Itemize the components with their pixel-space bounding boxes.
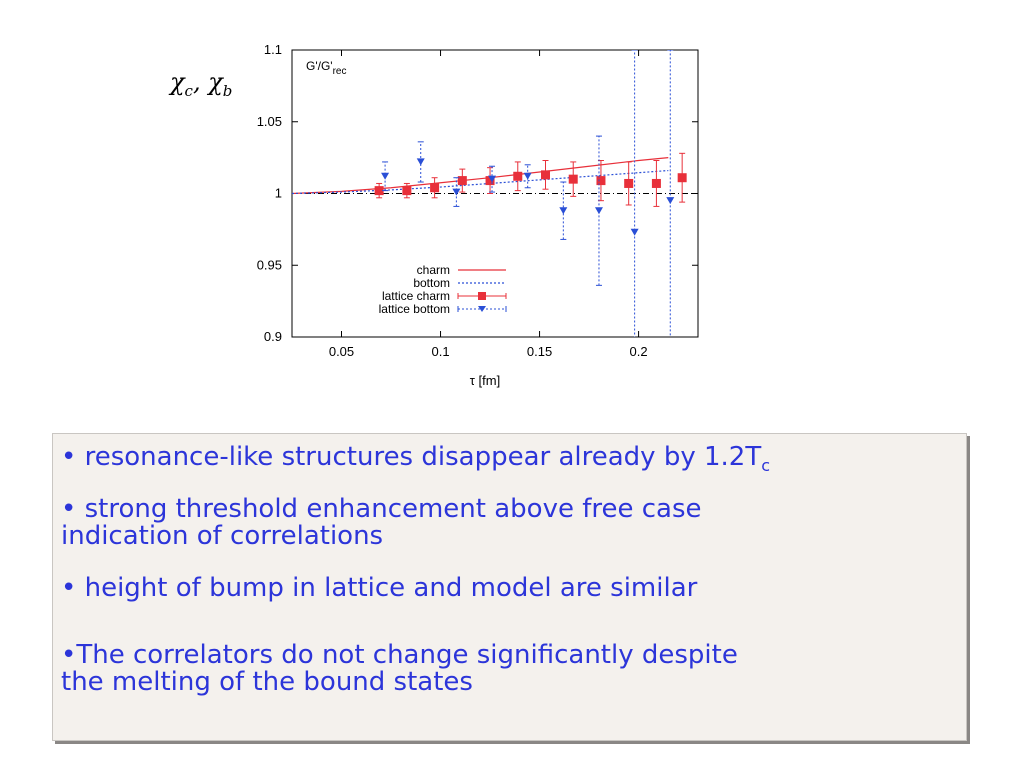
plot-annotation: G'/G'rec [306,59,347,77]
y-tick-label: 0.9 [264,329,282,344]
x-tick-label: 0.05 [329,344,354,359]
x-axis-label: τ [fm] [470,373,500,388]
data-point-lattice-charm [596,176,606,186]
data-point-lattice-charm [402,186,412,196]
plot-frame [291,49,699,338]
series-line-charm [292,157,669,195]
chart-plot: 0.05 0.1 0.15 0.2 0.9 0.95 1 1.05 1.1 τ [fm] G'/G'… [257,42,699,388]
legend-label-lattice-bottom: lattice bottom [379,302,450,316]
y-tick-label: 1 [275,186,282,201]
legend-marker-lattice-bottom [478,306,486,312]
y-tick-label: 1.05 [257,114,282,129]
data-point-lattice-charm [485,176,495,186]
note-melting: the melting of the bound states [61,667,473,697]
data-point-lattice-bottom [416,158,425,166]
notes-panel: • resonance-like structures disappear al… [52,433,967,741]
legend-label-lattice-charm: lattice charm [382,289,450,303]
note-resonance: • resonance-like structures disappear al… [61,442,771,476]
data-point-lattice-bottom [559,207,568,215]
x-tick-label: 0.2 [630,344,648,359]
note-correlators: •The correlators do not change significa… [61,640,738,670]
data-point-lattice-bottom [452,188,461,196]
chart-area: χc, χb 0.05 0.1 0.15 0.2 0.9 0.95 1 1.05 1.1 τ [f… [160,30,720,410]
y-axis-label: χc, χb [170,68,233,100]
x-tick-label: 0.15 [527,344,552,359]
y-tick-label: 1.1 [264,42,282,57]
legend-label-charm: charm [417,263,450,277]
plot-data-group [292,50,687,337]
note-bump-height: • height of bump in lattice and model ar… [61,573,698,603]
data-point-lattice-bottom [488,175,497,183]
data-point-lattice-charm [568,174,578,184]
legend-label-bottom: bottom [413,276,450,290]
data-point-lattice-charm [677,173,687,183]
y-tick-label: 0.95 [257,257,282,272]
data-point-lattice-charm [374,186,384,196]
legend-marker-lattice-charm [478,292,486,300]
data-point-lattice-bottom [381,172,390,180]
data-point-lattice-charm [651,178,661,188]
data-point-lattice-bottom [666,197,675,205]
series-line-bottom [292,169,669,195]
data-point-lattice-charm [541,170,551,180]
data-point-lattice-charm [457,176,467,186]
data-point-lattice-charm [513,171,523,181]
data-point-lattice-charm [430,183,440,193]
note-correlations: indication of correlations [61,521,384,551]
data-point-lattice-bottom [594,207,603,215]
x-tick-label: 0.1 [431,344,449,359]
note-threshold: • strong threshold enhancement above fre… [61,494,702,524]
data-point-lattice-bottom [630,228,639,236]
data-point-lattice-charm [624,178,634,188]
data-point-lattice-bottom [523,172,532,180]
